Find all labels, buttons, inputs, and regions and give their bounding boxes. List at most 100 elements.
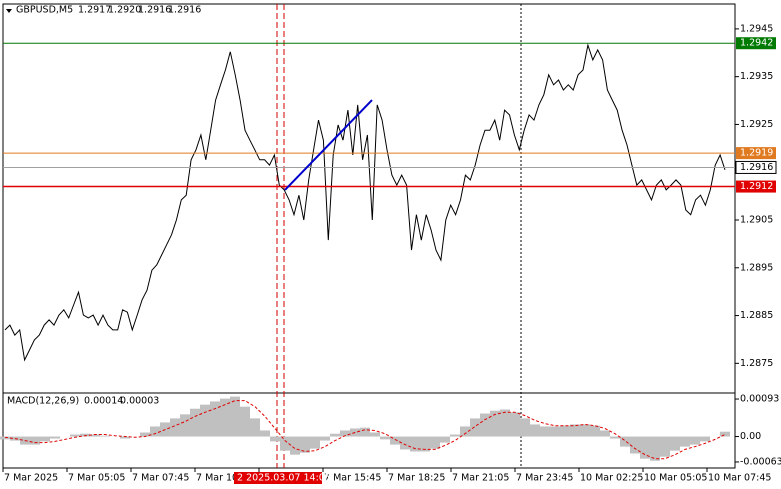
level-label-box: [736, 147, 776, 160]
macd-bar: [410, 436, 420, 452]
level-label-box: [736, 37, 776, 50]
y-tick-label: 1.2925: [740, 119, 773, 130]
macd-bar: [460, 426, 470, 437]
macd-bar: [190, 408, 200, 437]
macd-bar: [290, 436, 300, 455]
macd-tick-label: 0.00093: [740, 394, 779, 405]
macd-bar: [430, 436, 440, 449]
macd-bar: [210, 401, 220, 437]
marker-label-box: [234, 472, 322, 484]
x-tick-label: 7 Mar 10:: [196, 473, 241, 484]
macd-bar: [580, 424, 590, 437]
macd-bar: [260, 430, 270, 437]
macd-bar: [300, 436, 310, 453]
ohlc-value: 1.2920: [108, 5, 141, 16]
macd-bar: [660, 436, 670, 457]
chart-title: GBPUSD,M5: [16, 5, 73, 16]
ohlc-value: 1.2917: [78, 5, 111, 16]
macd-bar: [720, 431, 730, 437]
x-tick-label: 7 Mar 2025: [4, 473, 58, 484]
y-tick-label: 1.2895: [740, 262, 773, 273]
marker-label: 2 2025.03.07 14:05: [237, 473, 331, 484]
macd-bar: [140, 432, 150, 437]
macd-bar: [620, 436, 630, 447]
macd-bar: [690, 436, 700, 445]
current-price-label: 1.2916: [740, 162, 773, 173]
macd-bar: [490, 410, 500, 437]
x-tick-label: 7 Mar 18:25: [388, 473, 445, 484]
macd-bar: [320, 436, 330, 441]
macd-bar: [650, 436, 660, 461]
macd-bar: [390, 436, 400, 445]
y-tick-label: 1.2905: [740, 215, 773, 226]
macd-bar: [370, 432, 380, 437]
macd-value: 0.00003: [120, 396, 159, 407]
macd-bar: [600, 430, 610, 437]
macd-bar: [570, 424, 580, 437]
macd-bar: [640, 436, 650, 459]
level-label: 1.2912: [740, 181, 773, 192]
macd-bar: [310, 436, 320, 449]
macd-bar: [330, 433, 340, 437]
macd-bar: [500, 409, 510, 437]
macd-bar: [240, 406, 250, 437]
macd-bar: [450, 434, 460, 437]
ohlc-value: 1.2916: [168, 5, 201, 16]
macd-bar: [80, 433, 90, 437]
macd-bar: [200, 404, 210, 437]
y-tick-label: 1.2945: [740, 23, 773, 34]
macd-bar: [440, 436, 450, 443]
plot-frame: [2, 3, 736, 469]
macd-bar: [150, 426, 160, 437]
macd-bar: [120, 436, 130, 439]
menu-arrow: [6, 9, 12, 13]
macd-bar: [560, 425, 570, 437]
current-price-box: [735, 160, 777, 174]
macd-signal: [4, 400, 726, 460]
macd-bar: [380, 436, 390, 440]
macd-bar: [70, 434, 80, 437]
x-tick-label: 7 Mar 23:45: [516, 473, 573, 484]
level-label-box: [736, 180, 776, 193]
macd-bar: [700, 436, 710, 442]
macd-bar: [0, 436, 10, 440]
macd-bar: [30, 436, 40, 445]
macd-bar: [50, 436, 60, 439]
macd-bar: [420, 436, 430, 452]
macd-bar: [250, 418, 260, 437]
macd-bar: [280, 436, 290, 451]
macd-bar: [540, 426, 550, 437]
macd-bar: [170, 418, 180, 437]
macd-tick-label: 0.00: [740, 431, 761, 442]
trendline: [284, 99, 373, 191]
y-tick-label: 1.2875: [740, 358, 773, 369]
macd-bar: [670, 436, 680, 451]
macd-bar: [680, 436, 690, 447]
x-tick-label: 10 Mar 05:05: [644, 473, 707, 484]
macd-name: MACD(12,26,9): [7, 396, 79, 407]
macd-bar: [230, 396, 240, 437]
x-tick-label: 10 Mar 02:25: [580, 473, 643, 484]
ohlc-value: 1.2916: [138, 5, 171, 16]
macd-bar: [630, 436, 640, 454]
macd-bar: [510, 412, 520, 437]
macd-bar: [100, 435, 110, 437]
macd-bar: [220, 398, 230, 437]
macd-bar: [90, 434, 100, 437]
macd-bar: [470, 418, 480, 437]
y-tick-label: 1.2885: [740, 310, 773, 321]
macd-bar: [360, 427, 370, 437]
macd-bar: [610, 436, 620, 439]
macd-bar: [340, 430, 350, 437]
macd-value: 0.00014: [84, 396, 123, 407]
macd-bar: [400, 436, 410, 450]
macd-bar: [530, 424, 540, 437]
y-tick-label: 1.2935: [740, 71, 773, 82]
level-label: 1.2942: [740, 38, 773, 49]
macd-bar: [550, 426, 560, 437]
macd-bar: [180, 414, 190, 437]
level-label: 1.2919: [740, 148, 773, 159]
x-tick-label: 10 Mar 07:45: [708, 473, 771, 484]
